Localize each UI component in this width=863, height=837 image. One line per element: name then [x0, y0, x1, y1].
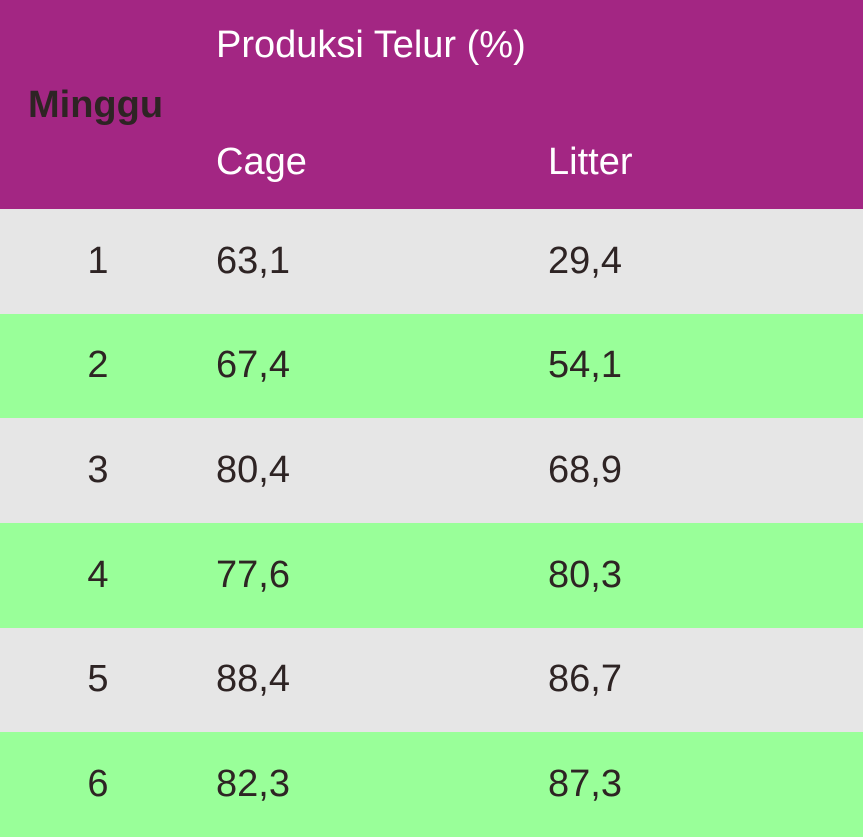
header-egg-production: Produksi Telur (%)	[216, 24, 526, 66]
week-cell: 3	[87, 449, 109, 492]
table-row: 6 82,3 87,3	[0, 732, 863, 837]
header-week: Minggu	[28, 84, 164, 126]
week-cell: 2	[87, 344, 109, 387]
table-row: 5 88,4 86,7	[0, 627, 863, 733]
table-body: 1 63,1 29,4 2 67,4 54,1 3 80,4 68,9 4 77…	[0, 209, 863, 837]
litter-cell: 86,7	[548, 658, 622, 701]
week-cell: 4	[87, 553, 109, 596]
litter-cell: 87,3	[548, 763, 622, 806]
cage-cell: 63,1	[216, 239, 290, 282]
litter-cell: 54,1	[548, 344, 622, 387]
table-header: Minggu Produksi Telur (%) Cage Litter	[0, 0, 863, 209]
table-row: 3 80,4 68,9	[0, 418, 863, 523]
cage-cell: 82,3	[216, 763, 290, 806]
week-cell: 1	[87, 239, 109, 282]
header-litter: Litter	[548, 141, 633, 183]
week-cell: 5	[87, 658, 109, 701]
week-cell: 6	[87, 763, 109, 806]
cage-cell: 67,4	[216, 344, 290, 387]
cage-cell: 88,4	[216, 658, 290, 701]
table-row: 1 63,1 29,4	[0, 209, 863, 314]
litter-cell: 29,4	[548, 239, 622, 282]
litter-cell: 68,9	[548, 449, 622, 492]
table-row: 2 67,4 54,1	[0, 313, 863, 419]
cage-cell: 77,6	[216, 553, 290, 596]
litter-cell: 80,3	[548, 553, 622, 596]
table-row: 4 77,6 80,3	[0, 522, 863, 628]
cage-cell: 80,4	[216, 449, 290, 492]
header-cage: Cage	[216, 141, 307, 183]
